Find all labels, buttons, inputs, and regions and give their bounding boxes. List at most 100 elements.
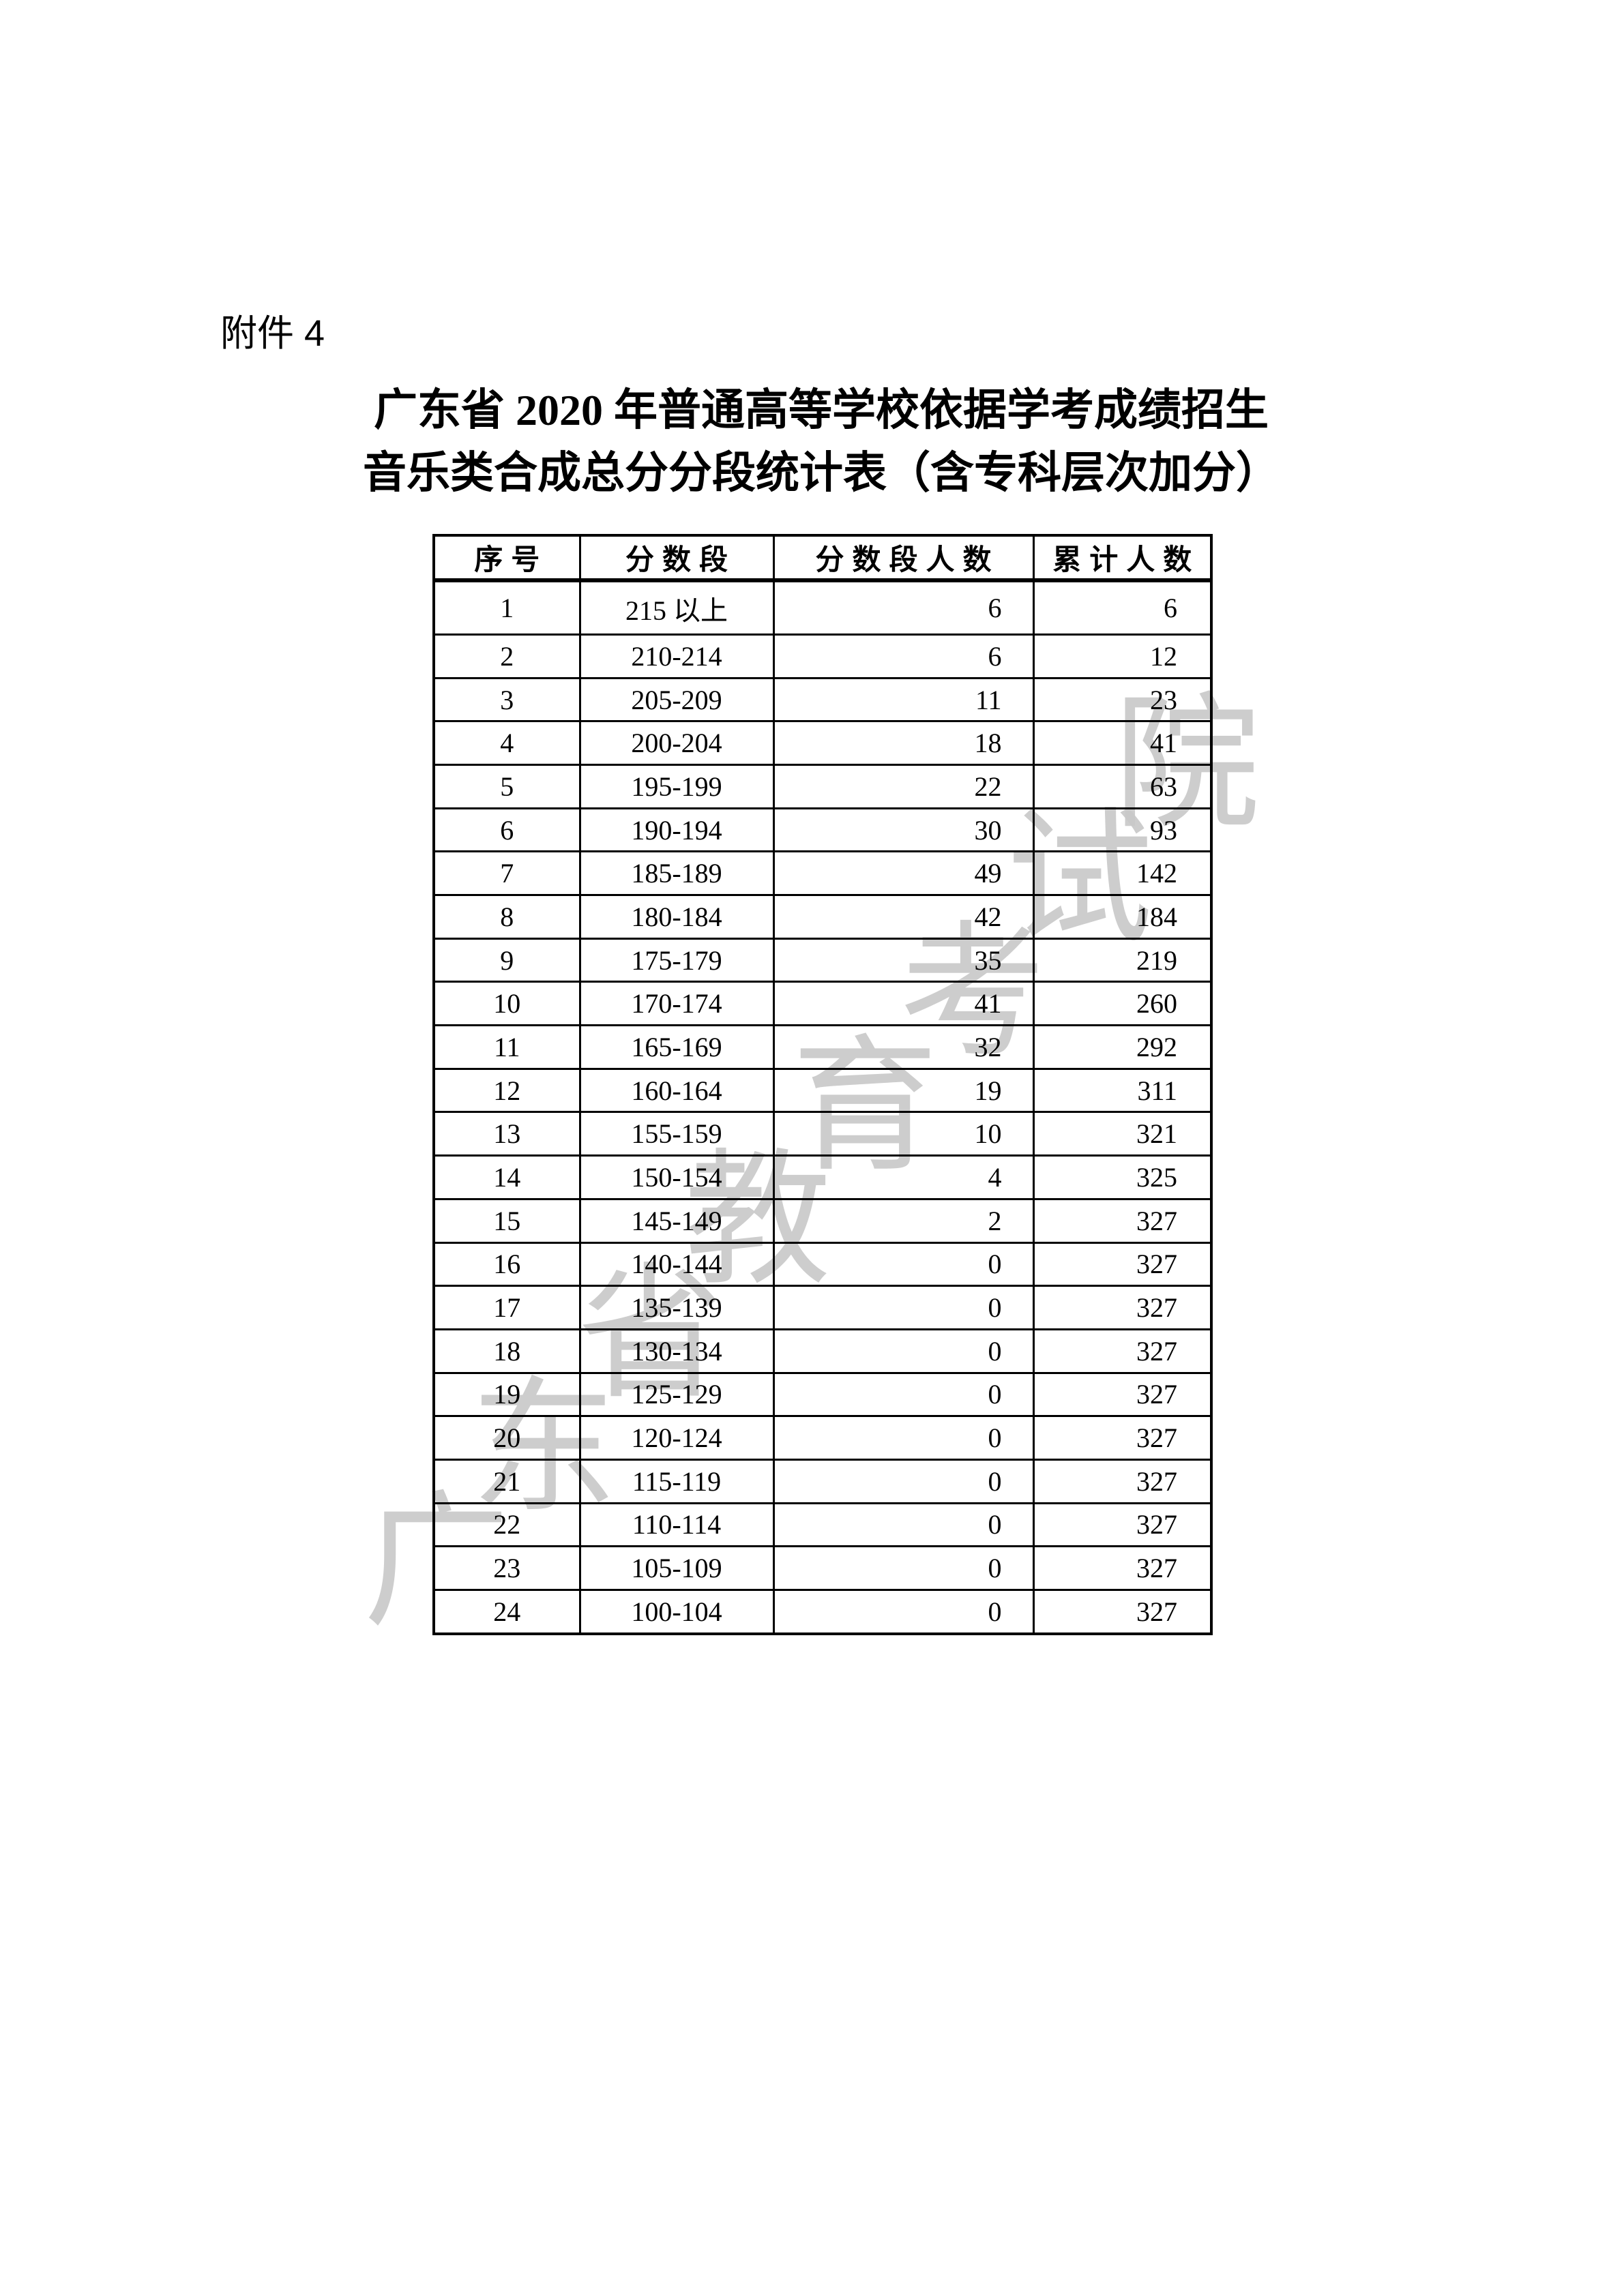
- cell-score-range: 125-129: [578, 1371, 775, 1418]
- cell-serial-number: 15: [432, 1197, 581, 1244]
- cell-range-count: 19: [772, 1067, 1035, 1114]
- cell-range-count: 4: [772, 1154, 1035, 1200]
- cell-serial-number: 4: [432, 720, 581, 766]
- cell-cumulative-count: 41: [1032, 720, 1213, 766]
- cell-cumulative-count: 327: [1032, 1285, 1213, 1330]
- cell-serial-number: 7: [432, 850, 581, 897]
- table-row: 4 200-204 18 41: [432, 720, 1213, 766]
- table-row: 18 130-134 0 327: [432, 1328, 1213, 1374]
- score-distribution-table: 序号 分数段 分数段人数 累计人数 1 215 以上 6 6 2 210-214 6 12 3 2…: [432, 534, 1213, 1635]
- cell-score-range: 110-114: [578, 1502, 775, 1548]
- cell-range-count: 22: [772, 764, 1035, 809]
- cell-score-range: 145-149: [578, 1197, 775, 1244]
- cell-cumulative-count: 311: [1032, 1067, 1213, 1114]
- cell-range-count: 10: [772, 1111, 1035, 1157]
- document-title-line2: 音乐类合成总分分段统计表（含专科层次加分）: [363, 449, 1280, 497]
- cell-range-count: 0: [772, 1545, 1035, 1591]
- cell-score-range: 210-214: [578, 633, 775, 679]
- cell-score-range: 195-199: [578, 764, 775, 809]
- cell-range-count: 0: [772, 1241, 1035, 1287]
- cell-cumulative-count: 327: [1032, 1415, 1213, 1461]
- cell-cumulative-count: 142: [1032, 850, 1213, 897]
- score-table-body: 1 215 以上 6 6 2 210-214 6 12 3 205-209 11 23 4 200-204…: [432, 579, 1213, 1635]
- cell-score-range: 180-184: [578, 894, 775, 940]
- cell-range-count: 6: [772, 579, 1035, 636]
- cell-serial-number: 22: [432, 1502, 581, 1548]
- cell-serial-number: 9: [432, 937, 581, 983]
- cell-score-range: 135-139: [578, 1285, 775, 1330]
- cell-range-count: 18: [772, 720, 1035, 766]
- cell-score-range: 215 以上: [578, 579, 775, 636]
- document-title-line1: 广东省 2020 年普通高等学校依据学考成绩招生: [374, 386, 1269, 434]
- table-row: 12 160-164 19 311: [432, 1067, 1213, 1114]
- cell-cumulative-count: 184: [1032, 894, 1213, 940]
- cell-serial-number: 16: [432, 1241, 581, 1287]
- cell-cumulative-count: 327: [1032, 1502, 1213, 1548]
- cell-serial-number: 3: [432, 676, 581, 723]
- cell-serial-number: 8: [432, 894, 581, 940]
- cell-score-range: 140-144: [578, 1241, 775, 1287]
- cell-serial-number: 23: [432, 1545, 581, 1591]
- table-row: 14 150-154 4 325: [432, 1154, 1213, 1200]
- cell-score-range: 190-194: [578, 807, 775, 853]
- cell-score-range: 150-154: [578, 1154, 775, 1200]
- header-cumulative-count: 累计人数: [1032, 534, 1213, 582]
- cell-cumulative-count: 63: [1032, 764, 1213, 809]
- cell-range-count: 42: [772, 894, 1035, 940]
- cell-score-range: 120-124: [578, 1415, 775, 1461]
- cell-score-range: 155-159: [578, 1111, 775, 1157]
- cell-range-count: 32: [772, 1024, 1035, 1070]
- cell-serial-number: 6: [432, 807, 581, 853]
- table-row: 20 120-124 0 327: [432, 1415, 1213, 1461]
- cell-range-count: 0: [772, 1458, 1035, 1504]
- cell-cumulative-count: 23: [1032, 676, 1213, 723]
- table-header-row: 序号 分数段 分数段人数 累计人数: [432, 534, 1213, 582]
- table-row: 3 205-209 11 23: [432, 676, 1213, 723]
- cell-range-count: 0: [772, 1285, 1035, 1330]
- cell-cumulative-count: 327: [1032, 1545, 1213, 1591]
- cell-cumulative-count: 327: [1032, 1197, 1213, 1244]
- cell-score-range: 205-209: [578, 676, 775, 723]
- cell-serial-number: 21: [432, 1458, 581, 1504]
- table-row: 5 195-199 22 63: [432, 764, 1213, 809]
- table-row: 10 170-174 41 260: [432, 981, 1213, 1027]
- cell-cumulative-count: 327: [1032, 1241, 1213, 1287]
- cell-range-count: 0: [772, 1502, 1035, 1548]
- cell-score-range: 130-134: [578, 1328, 775, 1374]
- cell-cumulative-count: 292: [1032, 1024, 1213, 1070]
- document-title: 广东省 2020 年普通高等学校依据学考成绩招生 音乐类合成总分分段统计表（含专…: [351, 379, 1292, 505]
- header-serial-number: 序号: [432, 534, 581, 582]
- header-score-range: 分数段: [578, 534, 775, 582]
- cell-serial-number: 11: [432, 1024, 581, 1070]
- cell-range-count: 0: [772, 1588, 1035, 1635]
- cell-range-count: 30: [772, 807, 1035, 853]
- table-row: 24 100-104 0 327: [432, 1588, 1213, 1635]
- table-row: 21 115-119 0 327: [432, 1458, 1213, 1504]
- cell-score-range: 170-174: [578, 981, 775, 1027]
- cell-cumulative-count: 321: [1032, 1111, 1213, 1157]
- table-row: 13 155-159 10 321: [432, 1111, 1213, 1157]
- cell-cumulative-count: 325: [1032, 1154, 1213, 1200]
- table-row: 19 125-129 0 327: [432, 1371, 1213, 1418]
- table-row: 7 185-189 49 142: [432, 850, 1213, 897]
- table-row: 9 175-179 35 219: [432, 937, 1213, 983]
- cell-score-range: 200-204: [578, 720, 775, 766]
- header-range-count: 分数段人数: [772, 534, 1035, 582]
- cell-serial-number: 1: [432, 579, 581, 636]
- cell-serial-number: 24: [432, 1588, 581, 1635]
- attachment-label: 附件 4: [220, 313, 325, 354]
- table-row: 1 215 以上 6 6: [432, 579, 1213, 636]
- cell-serial-number: 17: [432, 1285, 581, 1330]
- table-row: 17 135-139 0 327: [432, 1285, 1213, 1330]
- cell-score-range: 115-119: [578, 1458, 775, 1504]
- cell-score-range: 165-169: [578, 1024, 775, 1070]
- cell-score-range: 105-109: [578, 1545, 775, 1591]
- cell-serial-number: 14: [432, 1154, 581, 1200]
- cell-range-count: 0: [772, 1371, 1035, 1418]
- cell-cumulative-count: 6: [1032, 579, 1213, 636]
- cell-serial-number: 2: [432, 633, 581, 679]
- cell-range-count: 49: [772, 850, 1035, 897]
- cell-serial-number: 12: [432, 1067, 581, 1114]
- cell-range-count: 41: [772, 981, 1035, 1027]
